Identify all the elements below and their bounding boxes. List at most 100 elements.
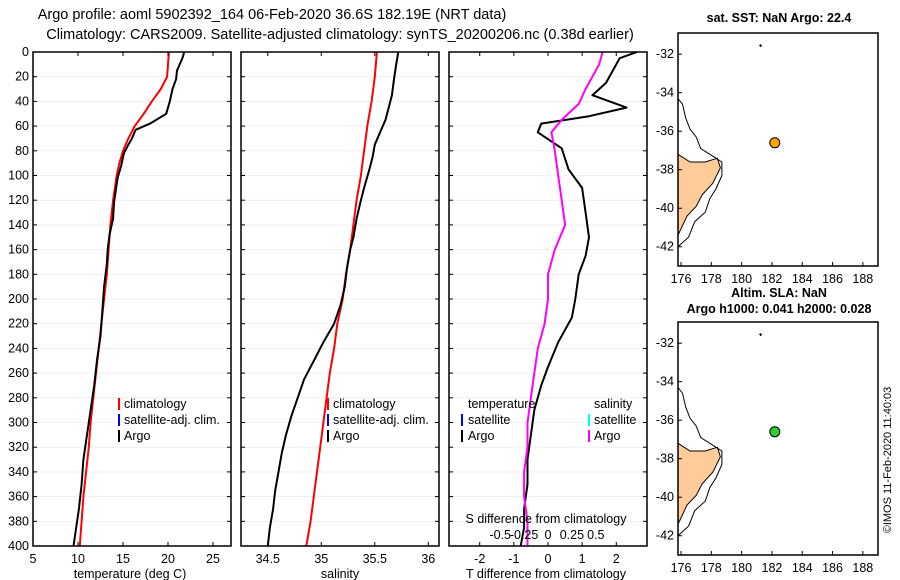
legend-argo-label: Argo: [333, 429, 359, 443]
difference-xticks: -2 -1 0 1 2: [474, 52, 620, 566]
difference-curves: [519, 51, 638, 547]
y-tick-label: -40: [656, 490, 674, 504]
x-tick-label: 5: [30, 552, 37, 566]
y-tick-label: 340: [8, 465, 29, 479]
series-line: [72, 51, 186, 547]
sla-map-xticks: 176 178 180 182 184 186 188: [671, 551, 873, 575]
legend-satellite-label: satellite-adj. clim.: [124, 413, 220, 427]
legend-salinity-title: salinity: [594, 397, 633, 411]
x-tick-label: 186: [822, 272, 843, 286]
legend-climatology-label: climatology: [333, 397, 396, 411]
y-tick-label: 380: [8, 514, 29, 528]
y-tick-label: -42: [656, 529, 674, 543]
sst-map-panel: sat. SST: NaN Argo: 22.4 176 178 180 182 184…: [656, 11, 879, 286]
temperature-legend: climatology satellite-adj. clim. Argo: [118, 397, 220, 443]
x-tick-label: 176: [671, 561, 692, 575]
legend-temperature-title: temperature: [468, 397, 535, 411]
y-tick-label: 220: [8, 317, 29, 331]
y-tick-label: 240: [8, 341, 29, 355]
y-tick-label: 100: [8, 169, 29, 183]
x-tick-label: 2: [613, 552, 620, 566]
x-tick-label: 180: [731, 561, 752, 575]
sst-map-yticks: -32 -34 -36 -38 -40 -42: [656, 47, 682, 254]
difference-legend: temperature satellite Argo salinity sate…: [461, 397, 636, 443]
y-tick-label: -36: [656, 124, 674, 138]
x-tick-label: 35.5: [363, 552, 387, 566]
y-tick-label: 200: [8, 292, 29, 306]
salinity-panel: 34.5 35 35.5 36 salinity climatology satell…: [240, 51, 440, 580]
s-tick-label: 0.25: [560, 528, 584, 542]
y-tick-label: -34: [656, 375, 674, 389]
s-tick-label: -0.25: [510, 528, 539, 542]
shelf-contour: [677, 98, 723, 248]
header-line2: Climatology: CARS2009. Satellite-adjuste…: [46, 27, 634, 43]
y-tick-label: 180: [8, 267, 29, 281]
x-tick-label: 188: [852, 561, 873, 575]
y-tick-label: 260: [8, 366, 29, 380]
sst-map-title: sat. SST: NaN Argo: 22.4: [707, 11, 852, 25]
x-tick-label: 15: [116, 552, 130, 566]
x-tick-label: 36: [421, 552, 435, 566]
salinity-grid: [241, 51, 439, 547]
x-tick-label: 188: [852, 272, 873, 286]
temperature-yticks: 0 20 40 60 80 100 120 140 160 180 200 220 240 260 280 3…: [8, 45, 29, 553]
x-tick-label: 35: [314, 552, 328, 566]
y-tick-label: 80: [15, 144, 29, 158]
y-tick-label: -36: [656, 413, 674, 427]
salinity-frame: [240, 51, 440, 547]
y-tick-label: 60: [15, 119, 29, 133]
x-tick-label: 178: [701, 272, 722, 286]
x-tick-label: -1: [508, 552, 519, 566]
x-tick-label: 182: [762, 561, 783, 575]
temperature-panel: 5 10 15 20 25 0 20 40 60 80 100 120 140 160 180 200 220…: [8, 45, 232, 580]
sla-map-title: Altim. SLA: NaN: [731, 286, 827, 300]
sst-map-xticks: 176 178 180 182 184 186 188: [671, 262, 873, 286]
legend-t-argo-label: Argo: [468, 429, 494, 443]
legend-argo-label: Argo: [124, 429, 150, 443]
s-difference-label: S difference from climatology: [466, 512, 628, 526]
y-tick-label: 140: [8, 218, 29, 232]
x-tick-label: -2: [474, 552, 485, 566]
y-tick-label: 280: [8, 391, 29, 405]
salinity-legend: climatology satellite-adj. clim. Argo: [327, 397, 429, 443]
y-tick-label: -34: [656, 86, 674, 100]
y-tick-label: -42: [656, 240, 674, 254]
legend-t-satellite-label: satellite: [468, 413, 510, 427]
series-line: [519, 51, 638, 547]
salinity-xticks: 34.5 35 35.5 36: [256, 52, 435, 566]
y-tick-label: 40: [15, 94, 29, 108]
s-tick-label: -0.5: [489, 528, 511, 542]
header-line1: Argo profile: aoml 5902392_164 06-Feb-20…: [38, 7, 507, 23]
difference-panel: -2 -1 0 1 2 -0.5-0.25 0 0.25 0.5 S difference f…: [448, 51, 648, 580]
y-tick-label: 400: [8, 539, 29, 553]
s-tick-label: 0: [545, 528, 552, 542]
series-line: [523, 51, 604, 546]
y-tick-label: -32: [656, 336, 674, 350]
sst-map-frame: [677, 32, 879, 267]
sla-map-yticks: -32 -34 -36 -38 -40 -42: [656, 336, 682, 543]
x-tick-label: 20: [161, 552, 175, 566]
y-tick-label: 120: [8, 193, 29, 207]
x-tick-label: 25: [206, 552, 220, 566]
temperature-xticks: 5 10 15 20 25: [30, 52, 220, 566]
y-tick-label: -38: [656, 452, 674, 466]
y-tick-label: 160: [8, 243, 29, 257]
x-tick-label: 180: [731, 272, 752, 286]
salinity-curves: [266, 51, 400, 547]
y-tick-label: 20: [15, 70, 29, 84]
x-tick-label: 182: [762, 272, 783, 286]
x-tick-label: 184: [792, 272, 813, 286]
land-mass: [677, 153, 721, 236]
y-tick-label: 320: [8, 440, 29, 454]
x-tick-label: 178: [701, 561, 722, 575]
y-tick-label: 300: [8, 416, 29, 430]
x-tick-label: 184: [792, 561, 813, 575]
s-tick-label: 0.5: [587, 528, 604, 542]
salinity-difference-xticks: -0.5-0.25 0 0.25 0.5: [489, 528, 604, 542]
sla-argo-marker: [769, 426, 781, 438]
sla-map-panel: Altim. SLA: NaN Argo h1000: 0.041 h2000:…: [656, 286, 879, 575]
temperature-grid: [33, 51, 231, 547]
x-tick-label: 10: [71, 552, 85, 566]
sst-map-land: [677, 43, 763, 248]
